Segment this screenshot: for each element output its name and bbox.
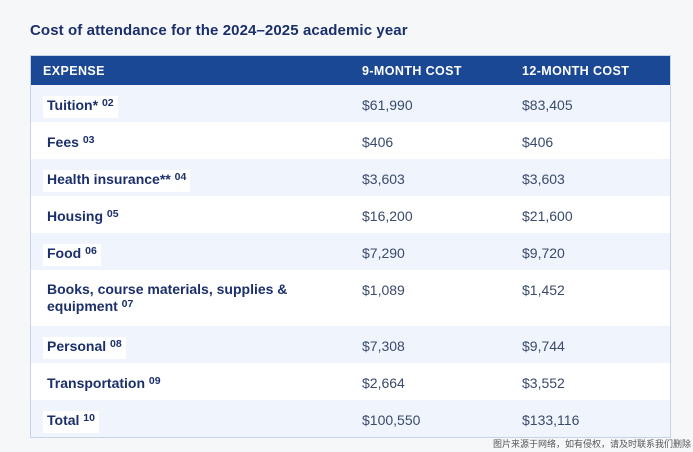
cost-table: EXPENSE 9-MONTH COST 12-MONTH COST Tuiti… — [30, 55, 671, 438]
expense-text: Fees — [47, 134, 79, 150]
expense-label[interactable]: Food 06 — [43, 244, 101, 266]
expense-label[interactable]: Health insurance** 04 — [43, 170, 191, 192]
expense-label[interactable]: Total 10 — [43, 411, 99, 433]
footnote-link[interactable]: 07 — [121, 298, 134, 310]
nine-month-value: $16,200 — [362, 208, 413, 224]
footnote-link[interactable]: 04 — [174, 171, 187, 183]
expense-text-line2: equipment — [47, 298, 118, 314]
table-row-food: Food 06 $7,290 $9,720 — [31, 233, 670, 270]
header-12-month-cost: 12-MONTH COST — [522, 63, 630, 78]
expense-text: Total — [47, 412, 80, 428]
page-title: Cost of attendance for the 2024–2025 aca… — [30, 22, 408, 39]
table-row-transportation: Transportation 09 $2,664 $3,552 — [31, 363, 670, 400]
table-row-fees: Fees 03 $406 $406 — [31, 122, 670, 159]
footnote-link[interactable]: 09 — [148, 375, 161, 387]
twelve-month-value: $406 — [522, 134, 554, 150]
footnote-link[interactable]: 10 — [83, 412, 95, 424]
table-header: EXPENSE 9-MONTH COST 12-MONTH COST — [31, 56, 670, 85]
nine-month-value: $100,550 — [362, 412, 421, 428]
twelve-month-value: $3,552 — [522, 375, 565, 391]
header-9-month-cost: 9-MONTH COST — [362, 63, 462, 78]
watermark-text: 图片来源于网络，如有侵权，请及时联系我们删除 — [492, 439, 691, 449]
footnote-link[interactable]: 02 — [101, 97, 114, 109]
table-row-books: Books, course materials, supplies & equip… — [31, 270, 670, 326]
nine-month-value: $61,990 — [362, 97, 413, 113]
expense-text: Transportation — [47, 375, 146, 391]
table-row-total: Total 10 $100,550 $133,116 — [31, 400, 670, 437]
nine-month-value: $3,603 — [362, 171, 405, 187]
table-row-housing: Housing 05 $16,200 $21,600 — [31, 196, 670, 233]
expense-text: Housing — [47, 208, 103, 224]
expense-text: Health insurance** — [47, 171, 171, 187]
twelve-month-value: $21,600 — [522, 208, 573, 224]
expense-label[interactable]: Tuition* 02 — [43, 96, 118, 118]
twelve-month-value: $9,720 — [522, 245, 565, 261]
expense-label[interactable]: Housing 05 — [43, 207, 123, 229]
footnote-link[interactable]: 08 — [110, 338, 122, 350]
expense-label[interactable]: Fees 03 — [43, 133, 99, 155]
footnote-link[interactable]: 05 — [106, 208, 119, 220]
twelve-month-value: $1,452 — [522, 282, 565, 298]
expense-label[interactable]: Personal 08 — [43, 337, 126, 359]
nine-month-value: $7,290 — [362, 245, 405, 261]
nine-month-value: $406 — [362, 134, 394, 150]
expense-text: Tuition* — [47, 97, 99, 113]
header-expense: EXPENSE — [43, 63, 105, 78]
twelve-month-value: $3,603 — [522, 171, 565, 187]
nine-month-value: $2,664 — [362, 375, 405, 391]
expense-label[interactable]: Transportation 09 — [43, 374, 165, 396]
twelve-month-value: $83,405 — [522, 97, 573, 113]
nine-month-value: $1,089 — [362, 282, 405, 298]
footnote-link[interactable]: 06 — [85, 245, 97, 257]
expense-label[interactable]: Books, course materials, supplies & equip… — [43, 281, 288, 319]
table-row-tuition: Tuition* 02 $61,990 $83,405 — [31, 85, 670, 122]
expense-text: Personal — [47, 338, 107, 354]
expense-text: Food — [47, 245, 82, 261]
nine-month-value: $7,308 — [362, 338, 405, 354]
expense-text: Books, course materials, supplies & — [47, 281, 288, 297]
twelve-month-value: $133,116 — [522, 412, 580, 428]
table-row-health-insurance: Health insurance** 04 $3,603 $3,603 — [31, 159, 670, 196]
footnote-link[interactable]: 03 — [82, 134, 95, 146]
twelve-month-value: $9,744 — [522, 338, 565, 354]
table-row-personal: Personal 08 $7,308 $9,744 — [31, 326, 670, 363]
